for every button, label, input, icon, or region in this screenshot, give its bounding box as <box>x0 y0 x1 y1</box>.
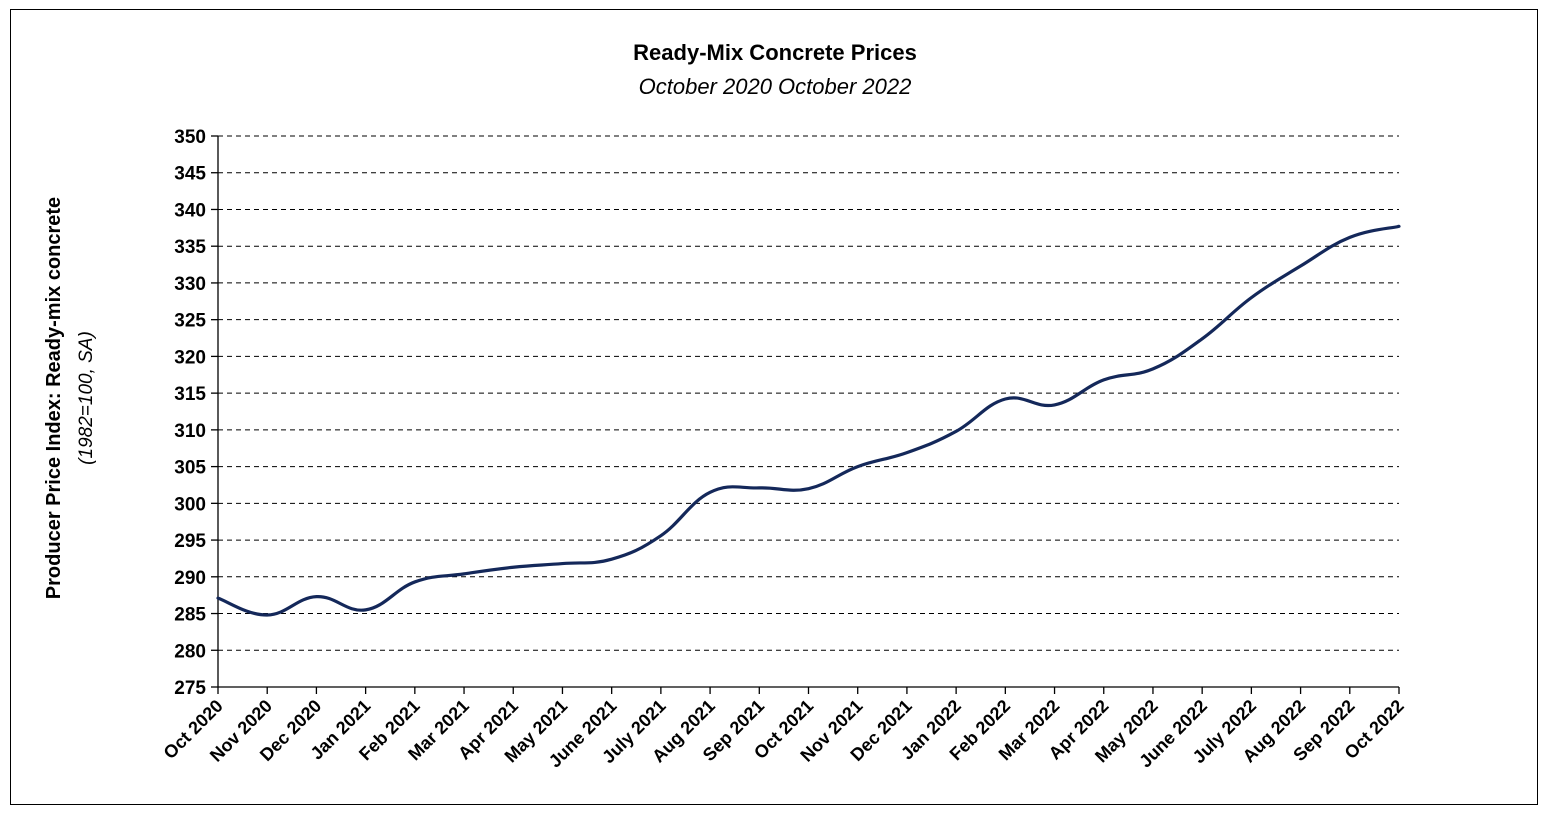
y-tick-label: 330 <box>174 274 206 295</box>
y-tick-label: 305 <box>174 458 206 479</box>
y-tick-label: 275 <box>174 678 206 699</box>
y-tick-label: 285 <box>174 605 206 626</box>
series-layer <box>216 224 1401 617</box>
chart-subtitle: October 2020 October 2022 <box>638 74 912 99</box>
series-line <box>216 224 1401 617</box>
y-axis-sublabel: (1982=100, SA) <box>76 331 97 465</box>
chart-title: Ready-Mix Concrete Prices <box>633 40 917 65</box>
y-tick-labels: 275 280 285 290 295 300 305 310 315 320 325 330 335 3… <box>174 127 206 699</box>
y-tick-label: 340 <box>174 200 206 221</box>
y-tick-label: 280 <box>174 641 206 662</box>
gridlines <box>218 135 1399 651</box>
y-tick-label: 335 <box>174 237 206 258</box>
chart-frame <box>10 9 1538 805</box>
y-tick-label: 350 <box>174 127 206 148</box>
y-tick-label: 315 <box>174 384 206 405</box>
y-tick-label: 295 <box>174 531 206 552</box>
y-tick-label: 300 <box>174 494 206 515</box>
y-tick-label: 290 <box>174 568 206 589</box>
y-tick-label: 320 <box>174 347 206 368</box>
y-tick-label: 325 <box>174 311 206 332</box>
axes <box>211 135 1400 694</box>
y-tick-label: 345 <box>174 164 206 185</box>
y-axis-label: Producer Price Index: Ready-mix concrete <box>43 197 65 599</box>
y-tick-label: 310 <box>174 421 206 442</box>
